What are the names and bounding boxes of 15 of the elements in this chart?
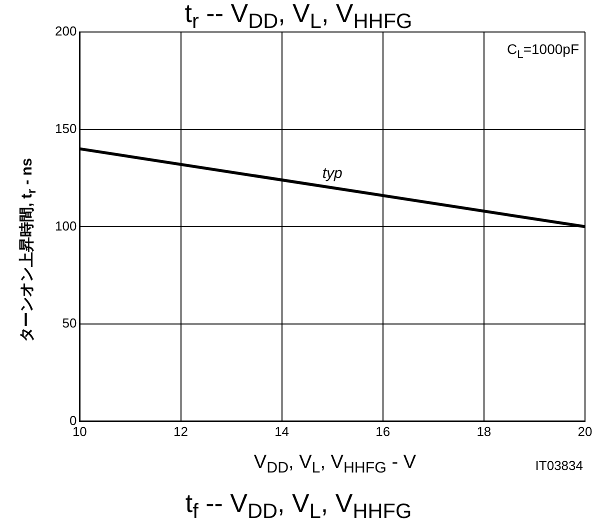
x-tick-label: 20: [578, 424, 592, 439]
y-tick-label: 0: [69, 412, 77, 428]
x-tick-label: 12: [174, 424, 188, 439]
x-axis-title: V$_{DD}$, V$_{L}$, V$_{HHFG}$ - V: [254, 452, 416, 477]
x-tick-label: 14: [274, 424, 290, 439]
x-tick-label: 18: [476, 424, 492, 439]
text: t$_{f}$ -- V$_{DD}$, V$_{L}$, V$_{HHFG}$: [184, 488, 413, 523]
y-tick-label: 50: [62, 316, 77, 331]
text: IT03834: [535, 458, 583, 473]
series-label: typ: [322, 164, 342, 182]
y-tick-label: 100: [54, 218, 77, 234]
x-tick-label: 16: [376, 424, 390, 439]
y-tick-label: 200: [54, 24, 77, 39]
y-tick-label: 150: [54, 120, 77, 136]
chart-title: t$_{r}$ -- V$_{DD}$, V$_{L}$, V$_{HHFG}$: [184, 0, 412, 34]
